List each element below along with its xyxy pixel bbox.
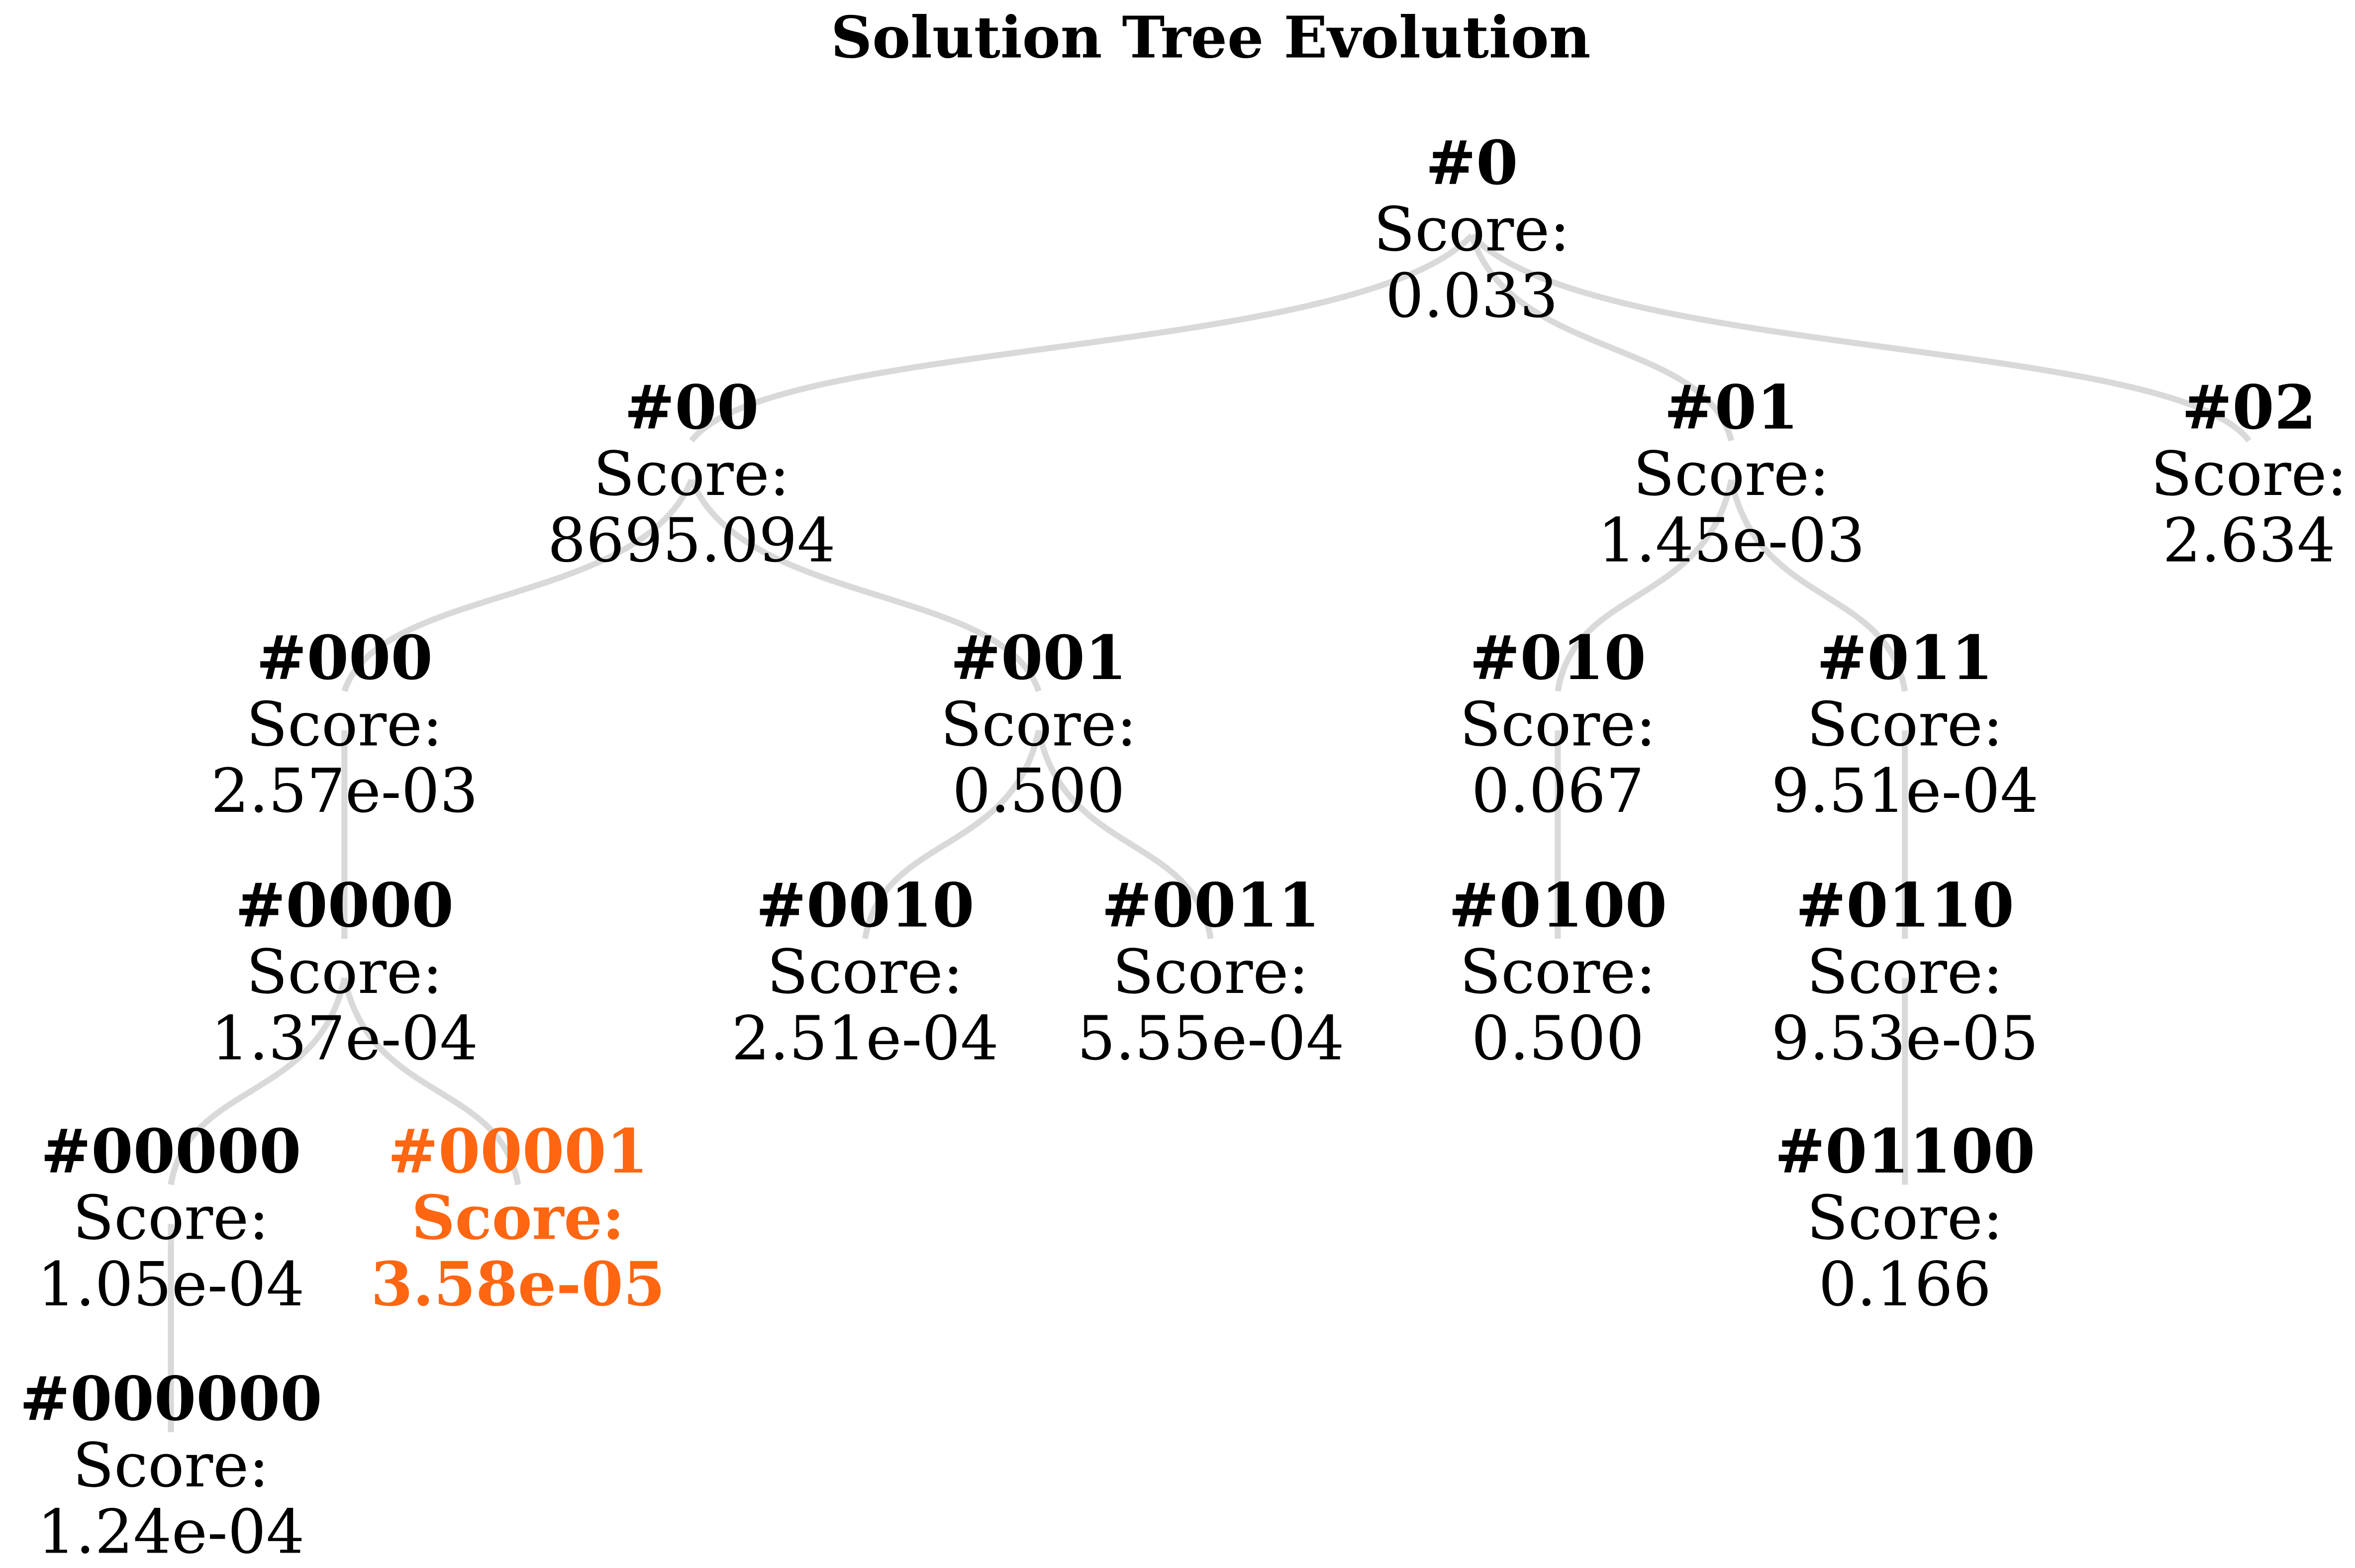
score-value: 5.55e-04 <box>1077 1003 1344 1074</box>
edge <box>862 730 1042 939</box>
node-label: #02 <box>2182 372 2317 443</box>
score-label: Score: <box>246 689 443 760</box>
node-label: #0011 <box>1101 870 1320 941</box>
edge <box>341 977 521 1185</box>
node-label: #001 <box>950 622 1127 693</box>
node-label: #0110 <box>1796 870 2014 941</box>
score-label: Score: <box>2151 439 2348 509</box>
score-label: Score: <box>1807 1183 2003 1254</box>
node-label: #0000 <box>235 870 454 941</box>
score-value: 8695.094 <box>548 505 836 576</box>
score-label: Score: <box>1460 689 1656 760</box>
score-label: Score: <box>1460 937 1656 1007</box>
score-value: 1.05e-04 <box>37 1249 304 1320</box>
node-label: #01 <box>1664 372 1799 443</box>
score-label: Score: <box>1807 937 2003 1007</box>
node-label: #00000 <box>41 1116 301 1187</box>
edge <box>1555 479 1735 692</box>
edge <box>1469 234 1735 442</box>
score-value: 3.58e-05 <box>371 1249 665 1320</box>
edge <box>689 233 1474 443</box>
score-value: 0.500 <box>1472 1003 1644 1074</box>
score-value: 0.500 <box>952 756 1125 826</box>
node-label: #00001 <box>388 1116 648 1187</box>
score-value: 2.51e-04 <box>731 1003 998 1074</box>
score-label: Score: <box>1807 689 2003 760</box>
node-label: #0100 <box>1449 870 1667 941</box>
score-value: 2.634 <box>2162 505 2335 576</box>
diagram-title: Solution Tree Evolution <box>831 4 1591 71</box>
score-label: Score: <box>246 937 443 1007</box>
edge <box>1035 730 1214 939</box>
node-label: #000 <box>256 622 433 693</box>
score-value: 1.45e-03 <box>1598 505 1865 576</box>
score-value: 1.24e-04 <box>37 1497 304 1568</box>
score-value: 0.067 <box>1472 756 1644 826</box>
score-label: Score: <box>1112 937 1309 1007</box>
node-label: #0010 <box>756 870 974 941</box>
node-label: #0 <box>1426 127 1518 198</box>
edges <box>168 233 2252 1432</box>
node-label: #01100 <box>1774 1116 2035 1187</box>
score-label: Score: <box>767 937 964 1007</box>
edge <box>341 479 694 692</box>
edge <box>1728 479 1908 692</box>
node-label: #010 <box>1470 622 1646 693</box>
score-label: Score: <box>73 1430 269 1501</box>
edge <box>1470 233 2252 443</box>
score-value: 1.37e-04 <box>211 1003 478 1074</box>
score-label: Score: <box>73 1183 269 1254</box>
score-value: 9.51e-04 <box>1771 756 2039 826</box>
score-label: Score: <box>593 439 790 509</box>
nodes: #0Score:0.033#00Score:8695.094#000Score:… <box>19 127 2347 1568</box>
score-label: Score: <box>941 689 1137 760</box>
score-value: 0.033 <box>1385 261 1558 331</box>
edge <box>168 977 348 1185</box>
score-label: Score: <box>411 1182 624 1254</box>
score-value: 9.53e-05 <box>1771 1003 2039 1074</box>
node-label: #000000 <box>19 1364 322 1435</box>
node-label: #00 <box>624 372 759 443</box>
score-label: Score: <box>1633 439 1830 509</box>
score-label: Score: <box>1374 195 1570 265</box>
node-label: #011 <box>1817 622 1993 693</box>
score-value: 2.57e-03 <box>211 756 478 826</box>
edge <box>688 479 1042 692</box>
score-value: 0.166 <box>1819 1249 1991 1320</box>
